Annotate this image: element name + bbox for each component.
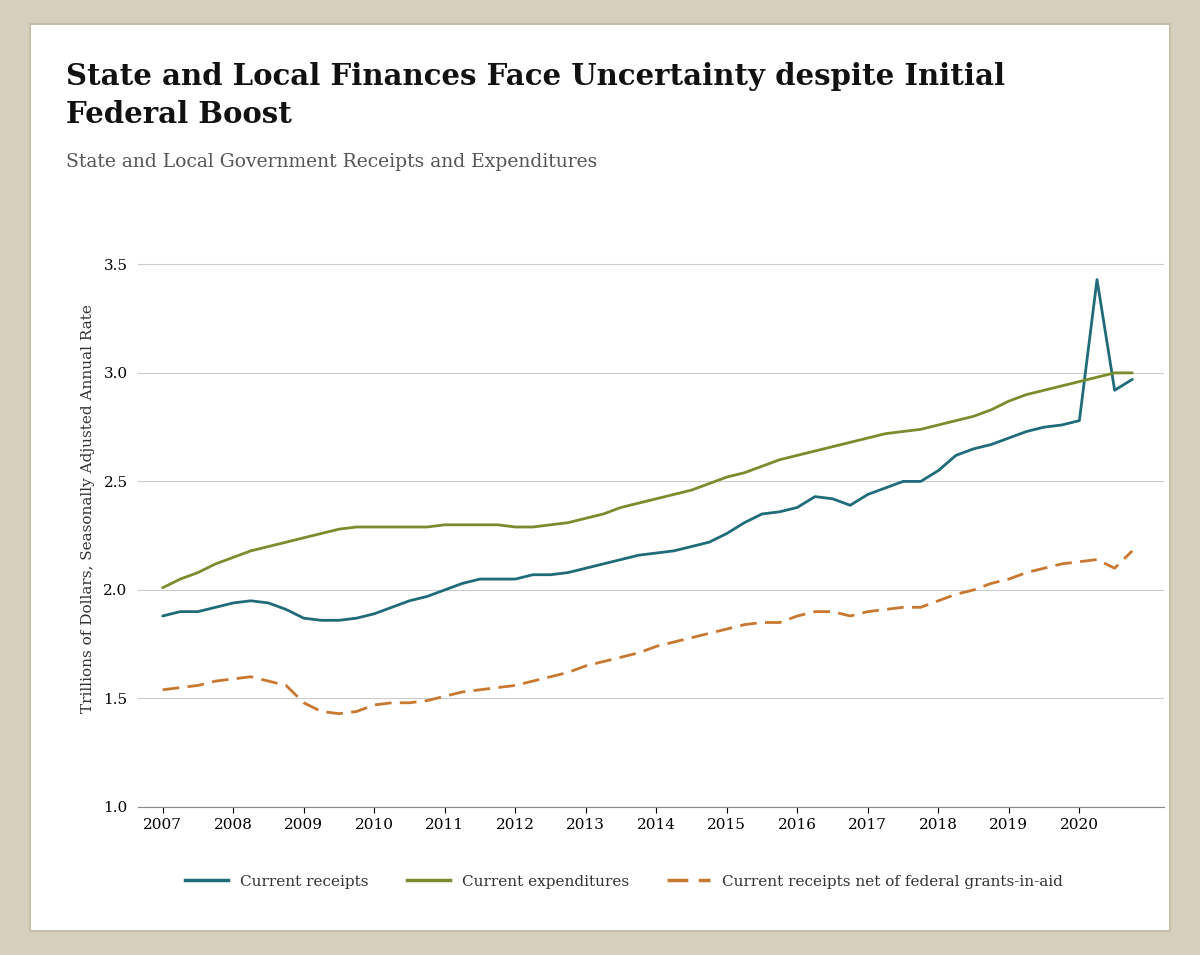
Text: State and Local Finances Face Uncertainty despite Initial: State and Local Finances Face Uncertaint… — [66, 62, 1006, 91]
Text: State and Local Government Receipts and Expenditures: State and Local Government Receipts and … — [66, 153, 598, 171]
Text: Federal Boost: Federal Boost — [66, 100, 292, 129]
Y-axis label: Trillions of Dollars, Seasonally Adjusted Annual Rate: Trillions of Dollars, Seasonally Adjuste… — [80, 304, 95, 713]
Legend: Current receipts, Current expenditures, Current receipts net of federal grants-i: Current receipts, Current expenditures, … — [179, 869, 1069, 895]
